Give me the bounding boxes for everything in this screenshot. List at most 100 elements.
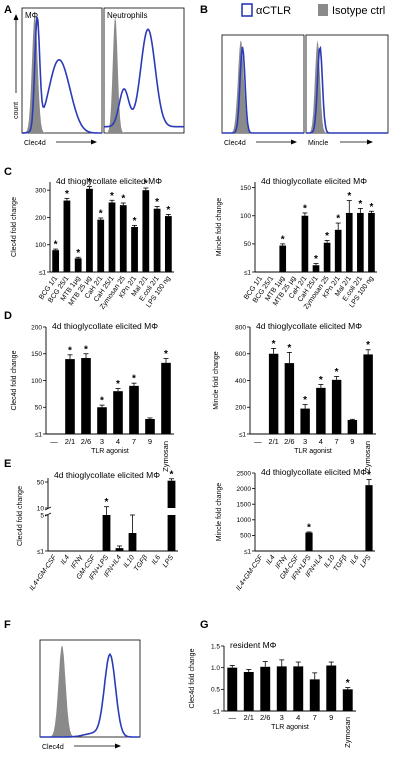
- y-tick-label: 200: [31, 324, 42, 331]
- bar: [65, 359, 75, 434]
- significance-star: *: [303, 203, 307, 214]
- bar: [243, 672, 254, 711]
- x-tick-label: 3: [280, 713, 284, 722]
- bar: [86, 188, 93, 272]
- x-arrow-head: [291, 139, 297, 145]
- y-tick-label: ≤1: [239, 431, 247, 438]
- y-axis-label: Clec4d fold change: [17, 486, 24, 546]
- significance-star: *: [99, 209, 103, 220]
- chart-title: 4d thioglycollate elicited MΦ: [256, 321, 362, 331]
- bar: [365, 485, 373, 551]
- x-tick-label: IL4+GM-CSF: [29, 554, 59, 593]
- panel-label-g: G: [200, 619, 209, 631]
- chart-title: 4d thioglycollate elicited MΦ: [261, 176, 367, 186]
- x-tick-label: Zymosan: [161, 441, 170, 472]
- y-tick-label: ≤1: [35, 431, 43, 438]
- significance-star: *: [367, 470, 371, 481]
- bar: [97, 407, 107, 434]
- bar: [115, 548, 124, 551]
- x-tick-label: IL6: [349, 554, 360, 566]
- bar: [279, 245, 287, 272]
- significance-star: *: [155, 197, 159, 208]
- y-tick-label: 2500: [237, 470, 252, 477]
- y-tick-label: 800: [235, 324, 246, 331]
- y-arrow-head: [13, 14, 19, 20]
- x-tick-label: 2/6: [284, 437, 294, 446]
- significance-star: *: [170, 469, 174, 480]
- x-tick-label: 7: [132, 437, 136, 446]
- y-tick-label: 5: [40, 512, 44, 519]
- bar: [52, 250, 60, 272]
- significance-star: *: [132, 374, 136, 385]
- y-tick-label: ≤1: [37, 548, 45, 555]
- bar: [128, 533, 137, 551]
- bar: [323, 242, 331, 272]
- bar: [309, 679, 320, 711]
- x-tick-label: Zymosan: [343, 717, 352, 748]
- y-axis-label: Mincle fold change: [216, 198, 223, 256]
- significance-star: *: [281, 234, 285, 245]
- y-tick-label: 100: [240, 213, 251, 220]
- y-tick-label: 400: [235, 378, 246, 385]
- chart-title: 4d thioglycollate elicited MΦ: [54, 470, 160, 480]
- y-tick-label: 1.5: [211, 643, 220, 650]
- significance-star: *: [325, 231, 329, 242]
- y-axis-label: Clec4d fold change: [11, 197, 18, 257]
- significance-star: *: [54, 240, 58, 251]
- bar: [301, 215, 309, 272]
- panel-label-c: C: [4, 166, 12, 178]
- x-arrow-head: [115, 743, 121, 749]
- panel-label-d: D: [4, 310, 12, 322]
- significance-star: *: [133, 216, 137, 227]
- x-tick-label: 4: [296, 713, 300, 722]
- x-tick-label: LPS: [359, 554, 373, 569]
- bar: [268, 353, 279, 434]
- y-tick-label: 150: [240, 185, 251, 192]
- significance-star: *: [164, 349, 168, 360]
- x-tick-label: IL4: [265, 554, 276, 566]
- chart-title: 4d thioglycollate elicited MΦ: [261, 467, 367, 477]
- panel-label-f: F: [4, 619, 11, 631]
- y-tick-label: 500: [240, 533, 251, 540]
- bar: [153, 208, 161, 272]
- x-tick-label: Zymosan: [363, 441, 372, 472]
- legend-swatch-isotype: [318, 4, 328, 16]
- y-tick-label: 0.5: [211, 687, 220, 694]
- y-tick-label: 200: [235, 405, 246, 412]
- significance-star: *: [370, 202, 374, 213]
- x-arrow-head: [91, 139, 97, 145]
- significance-star: *: [347, 191, 351, 202]
- inset-label: Neutrophils: [107, 11, 147, 20]
- x-tick-label: 3: [100, 437, 104, 446]
- x-tick-label: TGFβ: [133, 554, 149, 573]
- y-tick-label: 1500: [237, 502, 252, 509]
- ctlr-histogram: [104, 28, 184, 128]
- x-axis-label: TLR agonist: [91, 448, 129, 455]
- bar: [293, 666, 304, 711]
- y-axis-label: Clec4d fold change: [11, 350, 18, 410]
- bar: [305, 532, 313, 551]
- panel-label-e: E: [4, 458, 11, 470]
- y-tick-label: ≤1: [244, 269, 252, 276]
- histogram-xlabel: Clec4d: [224, 140, 246, 147]
- bar: [108, 202, 116, 272]
- isotype-histogram: [104, 15, 184, 133]
- x-tick-label: 9: [329, 713, 333, 722]
- bar: [284, 363, 295, 434]
- chart-title: 4d thioglycollate elicited MΦ: [52, 321, 158, 331]
- significance-star: *: [303, 395, 307, 406]
- y-tick-label: 50: [35, 405, 43, 412]
- histogram-xlabel: Clec4d: [24, 140, 46, 147]
- significance-star: *: [314, 254, 318, 265]
- bar: [145, 419, 155, 434]
- bar: [357, 212, 364, 272]
- x-tick-label: 2/1: [268, 437, 278, 446]
- x-tick-label: —: [229, 713, 237, 722]
- significance-star: *: [272, 339, 276, 350]
- histogram-frame: [39, 639, 141, 738]
- bar: [345, 212, 353, 272]
- significance-star: *: [100, 396, 104, 407]
- isotype-histogram: [40, 645, 140, 737]
- axis-break-mark: [44, 512, 52, 517]
